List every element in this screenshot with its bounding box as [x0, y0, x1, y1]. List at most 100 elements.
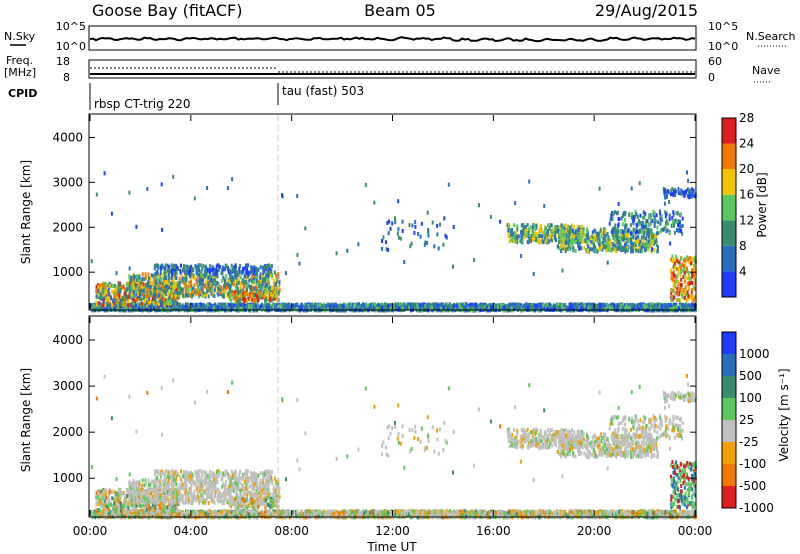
power-cell: [225, 286, 228, 291]
power-cell: [596, 304, 599, 309]
power-cell: [175, 276, 178, 281]
power-cell: [626, 302, 629, 307]
power-cell: [170, 268, 173, 273]
power-cell: [184, 281, 187, 286]
power-cell: [278, 280, 281, 285]
power-cell: [539, 307, 542, 312]
power-cell: [490, 305, 492, 310]
power-cell: [271, 293, 274, 298]
power-cell: [143, 299, 146, 304]
power-cell: [122, 297, 124, 302]
power-cell: [538, 231, 541, 236]
nsearch-tick-bottom: 10^0: [708, 40, 738, 53]
power-cell: [167, 292, 170, 297]
power-cell: [560, 305, 563, 310]
power-cell: [262, 292, 265, 297]
power-cell: [234, 271, 236, 276]
power-cell: [239, 263, 242, 268]
power-cell: [385, 247, 388, 252]
power-cell: [203, 270, 206, 275]
power-cell: [184, 284, 187, 289]
power-cell: [664, 303, 667, 308]
power-cell: [236, 277, 239, 281]
power-cell: [140, 282, 143, 287]
power-cell: [246, 267, 249, 271]
power-cell: [217, 286, 220, 291]
power-cell: [171, 272, 174, 276]
power-cell: [118, 282, 121, 287]
power-cell: [185, 268, 188, 273]
power-cell: [249, 293, 252, 298]
power-cell: [180, 291, 183, 296]
power-cell: [329, 304, 332, 309]
power-cell: [263, 280, 266, 284]
power-cell: [202, 278, 205, 283]
power-cell: [324, 304, 327, 309]
power-cell: [170, 281, 173, 286]
power-cell: [147, 293, 150, 298]
power-cell: [134, 294, 137, 299]
power-cell: [141, 306, 144, 311]
power-cell: [182, 268, 185, 273]
power-cell: [162, 288, 165, 293]
power-cell: [107, 299, 110, 304]
power-cell: [224, 279, 226, 284]
power-cell: [149, 288, 152, 293]
power-cell: [274, 291, 276, 295]
power-cell: [251, 297, 254, 302]
power-cell: [254, 298, 257, 302]
power-cell: [178, 303, 181, 307]
power-cell: [542, 303, 545, 308]
power-cell: [157, 278, 160, 283]
power-cell: [153, 277, 156, 282]
power-cell: [470, 302, 473, 307]
power-cell: [548, 302, 551, 307]
power-cell: [544, 236, 547, 241]
power-cell: [437, 307, 440, 312]
power-cell: [389, 306, 392, 311]
power-cell: [157, 301, 160, 306]
power-cell: [156, 289, 159, 294]
power-cell: [238, 266, 241, 271]
power-cell: [120, 298, 122, 303]
power-cell: [439, 303, 442, 308]
power-cell: [209, 287, 212, 292]
power-cell: [139, 297, 142, 302]
power-cell: [390, 305, 393, 310]
power-cell: [414, 220, 417, 224]
power-cell: [203, 305, 206, 310]
power-cell: [527, 227, 530, 232]
power-cell: [248, 305, 250, 310]
power-cell: [239, 275, 242, 280]
power-cell: [190, 270, 193, 275]
power-cell: [261, 295, 264, 300]
power-cell: [564, 303, 567, 307]
power-cell: [544, 306, 547, 311]
power-cell: [420, 221, 423, 226]
power-cell: [550, 223, 553, 228]
power-cell: [102, 286, 104, 291]
power-cell: [591, 302, 594, 307]
power-cell: [674, 305, 677, 310]
power-cell: [286, 303, 289, 308]
power-cell: [238, 273, 241, 278]
power-cell: [233, 295, 235, 300]
power-cell: [242, 284, 245, 289]
power-cell: [408, 223, 411, 228]
power-cell: [442, 242, 445, 247]
power-cell: [206, 284, 209, 289]
power-cell: [236, 302, 239, 307]
power-cell: [613, 303, 615, 308]
power-cell: [454, 304, 457, 309]
power-cell: [256, 291, 259, 296]
power-cell: [275, 273, 278, 278]
power-cell: [516, 240, 519, 245]
power-cell: [641, 304, 644, 308]
power-cell: [204, 294, 207, 299]
power-cell: [221, 265, 224, 270]
power-cell: [414, 224, 417, 229]
power-cell: [222, 304, 225, 309]
power-cell: [100, 307, 103, 312]
power-cell: [516, 227, 519, 232]
power-cell: [424, 304, 427, 309]
